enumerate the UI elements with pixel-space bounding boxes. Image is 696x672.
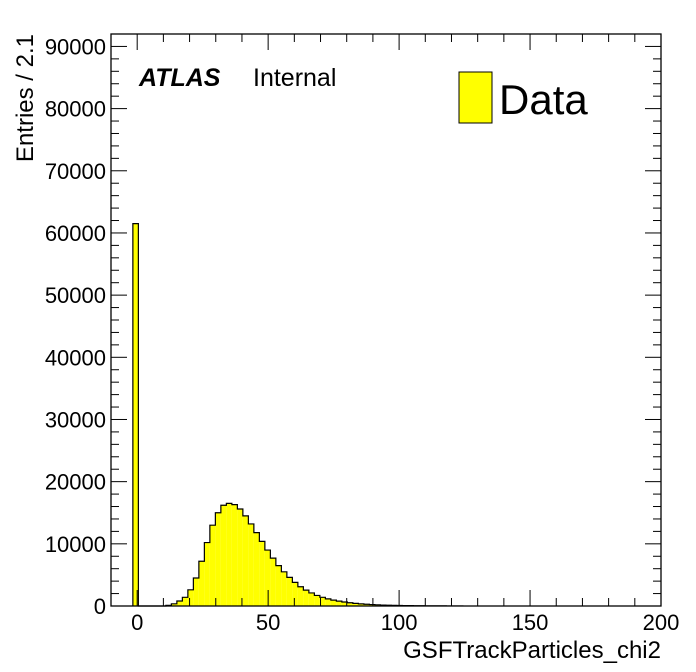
legend-swatch <box>458 71 493 124</box>
histogram-bar <box>308 592 315 606</box>
y-tick-label: 20000 <box>45 470 106 495</box>
histogram-bar <box>182 597 188 606</box>
histogram-bar <box>132 223 139 606</box>
y-tick-label: 70000 <box>45 159 106 184</box>
histogram-bar <box>209 525 216 606</box>
histogram-bar <box>270 558 276 606</box>
atlas-label: ATLAS <box>138 64 221 92</box>
x-tick-label: 150 <box>512 610 549 635</box>
histogram-bar <box>193 578 199 606</box>
y-tick-label: 90000 <box>45 34 106 59</box>
histogram-bar <box>314 595 320 606</box>
histogram-bar <box>369 604 375 606</box>
histogram-bar <box>264 550 271 606</box>
histogram-bar <box>231 504 238 606</box>
x-tick-label: 100 <box>381 610 418 635</box>
histogram-bar <box>220 505 227 606</box>
legend: Data <box>458 71 588 124</box>
y-tick-label: 10000 <box>45 532 106 557</box>
y-axis-label: Entries / 2.1 <box>12 34 39 162</box>
y-tick-label: 60000 <box>45 221 106 246</box>
histogram-bar <box>226 503 232 606</box>
histogram-bar <box>187 589 194 606</box>
histogram-bar <box>281 571 287 606</box>
y-tick-label: 30000 <box>45 407 106 432</box>
histogram-bar <box>358 603 364 606</box>
histogram-bar <box>286 577 293 606</box>
histogram-bar <box>297 586 304 606</box>
histogram-bar <box>176 601 183 606</box>
histogram-bar <box>171 603 177 606</box>
histogram-bar <box>330 600 337 606</box>
histogram-bars <box>132 223 464 607</box>
x-tick-labels: 0 50 100 150 200 <box>131 610 679 635</box>
y-tick-label: 50000 <box>45 283 106 308</box>
histogram-bar <box>248 523 254 606</box>
x-axis-label: GSFTrackParticles_chi2 <box>403 637 661 664</box>
histogram-bar <box>341 602 348 606</box>
histogram-bar <box>347 602 353 606</box>
histogram-bar <box>336 601 342 606</box>
internal-label: Internal <box>253 64 336 92</box>
histogram-bar <box>204 542 210 606</box>
histogram-bar <box>352 603 359 606</box>
histogram-bar <box>325 598 331 606</box>
y-tick-label: 40000 <box>45 345 106 370</box>
axis-ticks <box>110 33 662 607</box>
histogram-bar <box>319 597 326 606</box>
legend-label: Data <box>499 76 588 123</box>
x-tick-label: 200 <box>643 610 680 635</box>
histogram-bar <box>303 590 309 606</box>
histogram-bar <box>363 604 370 606</box>
histogram-bar <box>275 565 282 606</box>
histogram-bar <box>237 509 243 606</box>
x-tick-label: 50 <box>256 610 280 635</box>
histogram-bar <box>259 541 265 606</box>
histogram-bar <box>215 512 221 606</box>
x-tick-label: 0 <box>131 610 143 635</box>
y-tick-label: 80000 <box>45 97 106 122</box>
y-tick-labels: 0 10000 20000 30000 40000 50000 60000 70000 8000… <box>45 34 106 619</box>
histogram-bar <box>292 582 298 606</box>
histogram-bar <box>253 532 260 606</box>
histogram-bar <box>242 515 249 606</box>
histogram-bar <box>198 561 205 606</box>
y-tick-label: 0 <box>94 594 106 619</box>
